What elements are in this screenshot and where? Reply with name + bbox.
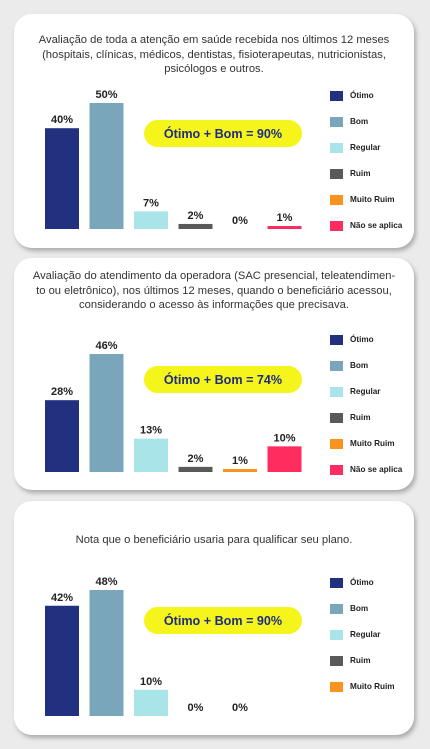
legend-swatch bbox=[330, 578, 343, 588]
bar-bom bbox=[89, 590, 124, 716]
legend-label: Ótimo bbox=[350, 91, 374, 100]
legend-label: Muito Ruim bbox=[350, 682, 395, 691]
badge-otimo-bom-3: Ótimo + Bom = 90% bbox=[144, 607, 302, 634]
legend-label: Não se aplica bbox=[350, 465, 403, 474]
bar-regular bbox=[134, 211, 168, 229]
value-label-regular: 13% bbox=[140, 425, 162, 437]
bar-muito-ruim bbox=[223, 469, 257, 472]
value-label-nao-se-aplica: 10% bbox=[273, 432, 295, 444]
value-label-bom: 48% bbox=[95, 576, 117, 588]
legend-swatch bbox=[330, 630, 343, 640]
legend-swatch bbox=[330, 413, 343, 423]
chart-title-2-line-2: to ou eletrônico), nos últimos 12 meses,… bbox=[36, 284, 392, 297]
legend-label: Ótimo bbox=[350, 335, 374, 344]
bar-otimo bbox=[45, 128, 79, 229]
value-label-bom: 50% bbox=[95, 89, 117, 101]
bar-otimo bbox=[45, 400, 79, 472]
chart-title-2: Avaliação do atendimento da operadora (S… bbox=[28, 269, 400, 313]
bar-nao-se-aplica bbox=[267, 446, 302, 472]
bar-ruim bbox=[178, 223, 213, 229]
legend-swatch bbox=[330, 335, 343, 345]
legend-swatch bbox=[330, 465, 343, 475]
chart-card-2: Avaliação do atendimento da operadora (S… bbox=[14, 258, 414, 490]
legend-swatch bbox=[330, 656, 343, 666]
legend-swatch bbox=[330, 439, 343, 449]
value-label-otimo: 40% bbox=[51, 114, 73, 126]
legend-label: Regular bbox=[350, 143, 381, 152]
chart-title-2-line-3: considerando o acesso às informações que… bbox=[79, 299, 349, 312]
legend-swatch bbox=[330, 604, 343, 614]
legend-label: Regular bbox=[350, 630, 381, 639]
value-label-ruim: 2% bbox=[188, 210, 204, 222]
value-label-regular: 7% bbox=[143, 197, 159, 209]
legend-label: Ruim bbox=[350, 656, 371, 665]
legend-label: Bom bbox=[350, 117, 369, 126]
legend-label: Ruim bbox=[350, 413, 371, 422]
bar-bom bbox=[89, 354, 124, 472]
value-label-nao-se-aplica: 1% bbox=[277, 212, 293, 224]
legend-swatch bbox=[330, 195, 343, 205]
bar-chart-1: 40% 50% 7% 2% 0% 1% bbox=[45, 89, 302, 229]
legend-swatch bbox=[330, 387, 343, 397]
legend-label: Muito Ruim bbox=[350, 439, 395, 448]
value-label-otimo: 28% bbox=[51, 386, 73, 398]
legend-label: Ruim bbox=[350, 169, 371, 178]
chart-title-1: Avaliação de toda a atenção em saúde rec… bbox=[38, 34, 390, 76]
bar-otimo bbox=[45, 605, 79, 716]
value-label-muito-ruim: 0% bbox=[232, 702, 248, 714]
legend-swatch bbox=[330, 117, 343, 127]
legend-label: Não se aplica bbox=[350, 221, 403, 230]
legend-swatch bbox=[330, 682, 343, 692]
chart-card-3: Nota que o beneficiário usaria para qual… bbox=[14, 501, 414, 735]
chart-title-3: Nota que o beneficiário usaria para qual… bbox=[75, 534, 353, 546]
legend-label: Ótimo bbox=[350, 578, 374, 587]
badge-otimo-bom-1: Ótimo + Bom = 90% bbox=[144, 120, 302, 147]
badge-otimo-bom-2: Ótimo + Bom = 74% bbox=[144, 366, 302, 393]
chart-title-2-line-1: Avaliação do atendimento da operadora (S… bbox=[32, 270, 396, 282]
legend-label: Bom bbox=[350, 604, 369, 613]
chart-card-1: Avaliação de toda a atenção em saúde rec… bbox=[14, 14, 414, 248]
legend-label: Muito Ruim bbox=[350, 195, 395, 204]
legend-swatch bbox=[330, 91, 343, 101]
legend-swatch bbox=[330, 143, 343, 153]
legend-label: Bom bbox=[350, 361, 369, 370]
bar-bom bbox=[89, 103, 124, 229]
bar-nao-se-aplica bbox=[267, 226, 302, 229]
bar-regular bbox=[134, 438, 168, 472]
value-label-regular: 10% bbox=[140, 676, 162, 688]
legend-swatch bbox=[330, 169, 343, 179]
value-label-muito-ruim: 0% bbox=[232, 215, 248, 227]
legend-label: Regular bbox=[350, 387, 381, 396]
bar-chart-3: 42% 48% 10% 0% 0% bbox=[45, 576, 248, 716]
bar-ruim bbox=[178, 466, 213, 472]
value-label-ruim: 2% bbox=[188, 453, 204, 465]
bar-chart-2: 28% 46% 13% 2% 1% 10% bbox=[45, 340, 302, 472]
bar-regular bbox=[134, 689, 168, 716]
legend-swatch bbox=[330, 361, 343, 371]
value-label-otimo: 42% bbox=[51, 592, 73, 604]
value-label-muito-ruim: 1% bbox=[232, 455, 248, 467]
value-label-bom: 46% bbox=[95, 340, 117, 352]
legend-swatch bbox=[330, 221, 343, 231]
value-label-ruim: 0% bbox=[188, 702, 204, 714]
